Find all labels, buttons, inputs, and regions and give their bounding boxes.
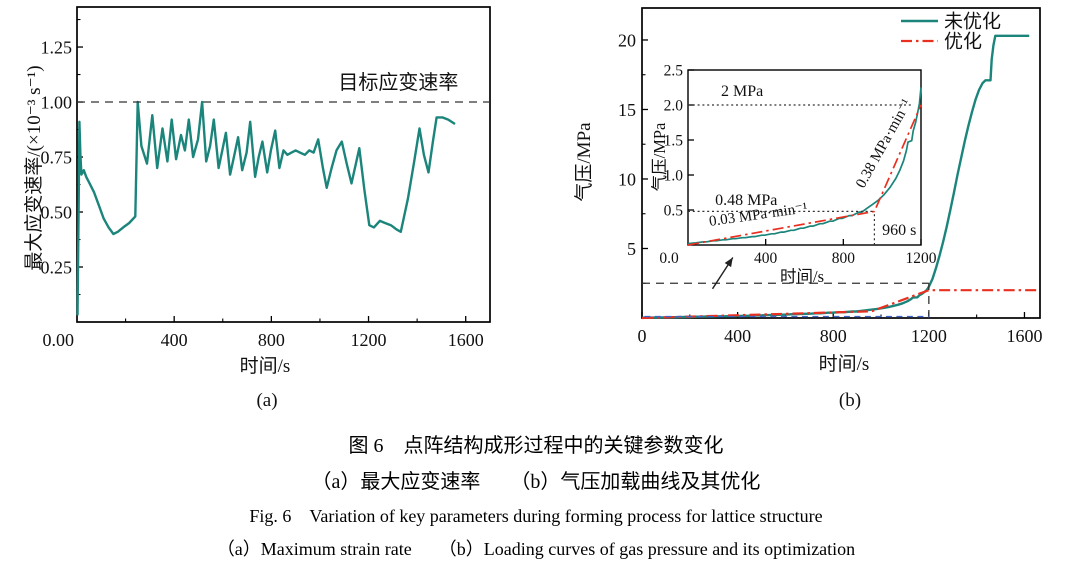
legend-label: 优化 [944, 31, 982, 53]
origin-tick-label: 0.0 [659, 250, 679, 267]
y-tick-label: 2.0 [664, 97, 684, 114]
x-tick-label: 0 [638, 326, 647, 346]
annotation-text: 目标应变速率 [338, 71, 458, 94]
x-tick-label: 400 [754, 250, 778, 267]
y-tick-label: 1.0 [664, 167, 684, 184]
y-tick-label: 1.00 [41, 92, 73, 112]
series-line-未优化 [687, 87, 922, 245]
y-tick-label: 15 [618, 100, 636, 120]
caption-en-subtitle: （a）Maximum strain rate （b）Loading curves… [216, 539, 856, 559]
y-tick-label: 0.50 [41, 202, 73, 222]
x-tick-label: 800 [820, 326, 847, 346]
y-tick-label: 1.25 [41, 37, 73, 57]
axis-frame [76, 6, 491, 323]
y-tick-label: 20 [618, 30, 636, 50]
panel-label: (b) [839, 390, 861, 411]
chart-a-max-strain-rate: 400 800 1200 1600 0.25 0.50 0.75 1.00 1.25 0.00 时间… [23, 6, 491, 411]
annotation-arrow-head [724, 257, 733, 268]
legend-label: 未优化 [944, 11, 1001, 33]
y-axis-label: 气压/MPa [650, 122, 669, 191]
x-tick-label: 1200 [911, 326, 947, 346]
x-tick-label: 1200 [906, 250, 937, 267]
x-axis-label: 时间/s [780, 267, 824, 286]
caption-cn-subtitle: （a）最大应变速率 （b）气压加载曲线及其优化 [311, 471, 761, 493]
y-tick-label: 0.5 [664, 202, 684, 219]
series-line-优化 [687, 104, 922, 246]
annotation-text: 2 MPa [721, 83, 763, 100]
series-line-最大应变速率 [76, 100, 456, 316]
origin-tick-label: 0.00 [43, 330, 75, 350]
y-tick-label: 10 [618, 169, 636, 189]
y-axis-label: 气压/MPa [573, 122, 595, 202]
x-tick-label: 1600 [448, 330, 484, 350]
y-axis-label: 最大应变速率/(×10⁻³ s⁻¹) [23, 65, 45, 270]
x-tick-label: 400 [161, 330, 188, 350]
y-tick-label: 2.5 [664, 62, 684, 79]
y-tick-label: 0.25 [41, 257, 73, 277]
caption-cn-title: 图 6 点阵结构成形过程中的关键参数变化 [348, 435, 724, 457]
series-line-优化 [641, 289, 1039, 320]
chart-b-gas-pressure-loading: 0 400 800 1200 1600 5 10 15 20 时间/s 气压/MPa (b) 未优化优化… [573, 7, 1042, 411]
annotation-text: 960 s [882, 222, 916, 239]
x-axis-label: 时间/s [240, 355, 291, 377]
x-tick-label: 1600 [1006, 326, 1042, 346]
x-tick-label: 800 [258, 330, 285, 350]
x-tick-label: 800 [832, 250, 856, 267]
y-tick-label: 5 [627, 239, 636, 259]
caption-en-title: Fig. 6 Variation of key parameters durin… [249, 506, 823, 526]
x-tick-label: 1200 [351, 330, 387, 350]
panel-label: (a) [256, 390, 277, 411]
axis-frame [687, 69, 922, 246]
annotation-text: 0.48 MPa [715, 192, 777, 209]
y-tick-label: 0.75 [41, 147, 73, 167]
x-axis-label: 时间/s [819, 353, 870, 375]
y-tick-label: 1.5 [664, 132, 684, 149]
x-tick-label: 400 [724, 326, 751, 346]
